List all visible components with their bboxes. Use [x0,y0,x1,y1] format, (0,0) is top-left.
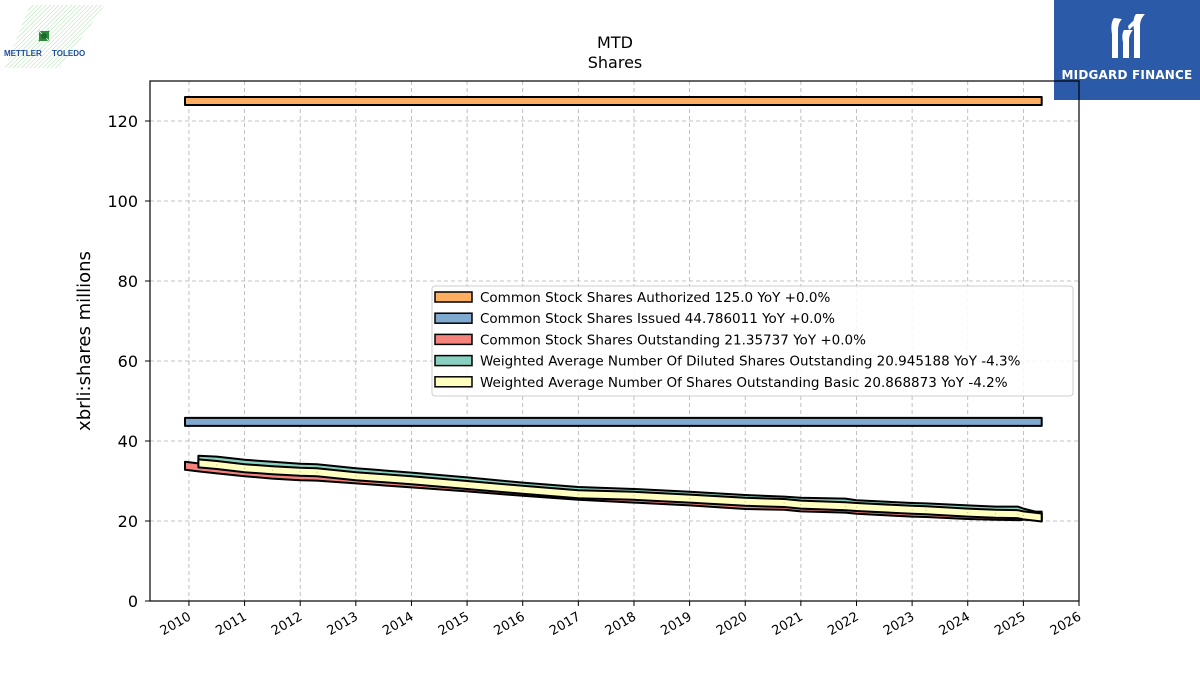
chart-subtitle: Shares [588,53,643,72]
y-tick-label: 60 [118,352,138,371]
data-point [800,504,802,506]
midgard-finance-logo-mark [1111,14,1145,58]
series-layer [184,96,1043,523]
legend-label: Weighted Average Number Of Diluted Share… [480,354,1021,370]
data-point [688,498,691,500]
legend: Common Stock Shares Authorized 125.0 YoY… [431,285,1074,397]
data-point [316,471,318,473]
x-tick-label: 2016 [492,609,528,639]
series-0 [184,96,1043,106]
data-point [577,493,579,495]
data-point [184,100,186,102]
data-point [1041,100,1043,102]
data-point [1022,514,1024,517]
x-tick-label: 2015 [436,609,472,639]
series-4 [197,458,1043,523]
x-tick-label: 2019 [658,609,694,639]
series-band [184,416,1043,427]
x-tick-label: 2020 [714,609,750,639]
y-tick-label: 100 [107,192,138,211]
data-point [197,462,199,464]
x-tick-label: 2010 [158,609,194,639]
data-point [633,495,635,497]
data-point [410,479,413,481]
x-tick-label: 2023 [881,609,917,639]
legend-swatch [434,376,473,388]
midgard-finance-label: MIDGARD FINANCE [1061,68,1193,82]
x-tick-label: 2017 [547,609,583,639]
logo-left-word-2: TOLEDO [52,49,86,58]
data-point [1041,516,1043,519]
mettler-toledo-logo-graphic [5,5,105,68]
data-point [271,469,273,471]
data-point [1017,513,1019,515]
x-tick-label: 2021 [770,609,806,639]
legend-swatch [434,291,473,303]
legend-label: Weighted Average Number Of Shares Outsta… [480,375,1008,391]
data-point [355,475,357,477]
y-axis-ticks: 0 20 40 60 80 100 120 [107,112,150,611]
data-point [466,484,468,486]
legend-swatch [434,333,473,346]
x-tick-label: 2025 [992,609,1028,639]
x-tick-label: 2018 [603,609,639,639]
data-point [243,467,246,469]
y-tick-label: 0 [128,592,138,611]
y-tick-label: 80 [118,272,138,291]
chart-title: MTD [597,33,633,52]
series-band [197,458,1043,523]
data-point [911,509,913,511]
legend-box [431,285,1074,397]
series-1 [184,416,1043,427]
y-axis-label: xbrli:shares millions [74,251,95,431]
y-tick-label: 20 [118,512,138,531]
x-tick-label: 2024 [937,609,973,639]
logo-left-word-1: METTLER [4,49,42,58]
data-point [522,489,524,491]
x-tick-label: 2022 [825,609,861,639]
x-axis-ticks: 2010 2011 2012 2013 2014 2015 2016 2017 2018 2019… [158,601,1084,639]
x-tick-label: 2013 [325,609,361,639]
y-tick-label: 40 [118,432,138,451]
data-point [299,471,301,473]
y-tick-label: 120 [107,112,138,131]
data-point [967,511,969,514]
data-point [1041,421,1043,423]
data-point [994,513,997,515]
data-point [184,465,186,467]
data-point [925,509,927,511]
legend-label: Common Stock Shares Authorized 125.0 YoY… [480,290,830,306]
data-point [783,502,785,504]
data-point [844,505,846,507]
x-tick-label: 2026 [1048,609,1084,639]
x-tick-label: 2011 [213,609,249,639]
data-point [184,421,186,423]
midgard-finance-logo: MIDGARD FINANCE [1054,0,1200,100]
data-point [216,464,218,466]
legend-swatch [434,312,473,324]
series-band [184,96,1043,106]
mettler-toledo-logo: METTLER TOLEDO [0,0,115,72]
legend-label: Common Stock Shares Issued 44.786011 YoY… [480,311,835,327]
data-point [744,501,746,503]
legend-label: Common Stock Shares Outstanding 21.35737… [480,332,866,348]
x-tick-label: 2012 [269,609,305,639]
plot-frame [149,80,1080,602]
legend-swatch [434,354,473,367]
x-tick-label: 2014 [380,609,416,639]
data-point [855,506,858,508]
